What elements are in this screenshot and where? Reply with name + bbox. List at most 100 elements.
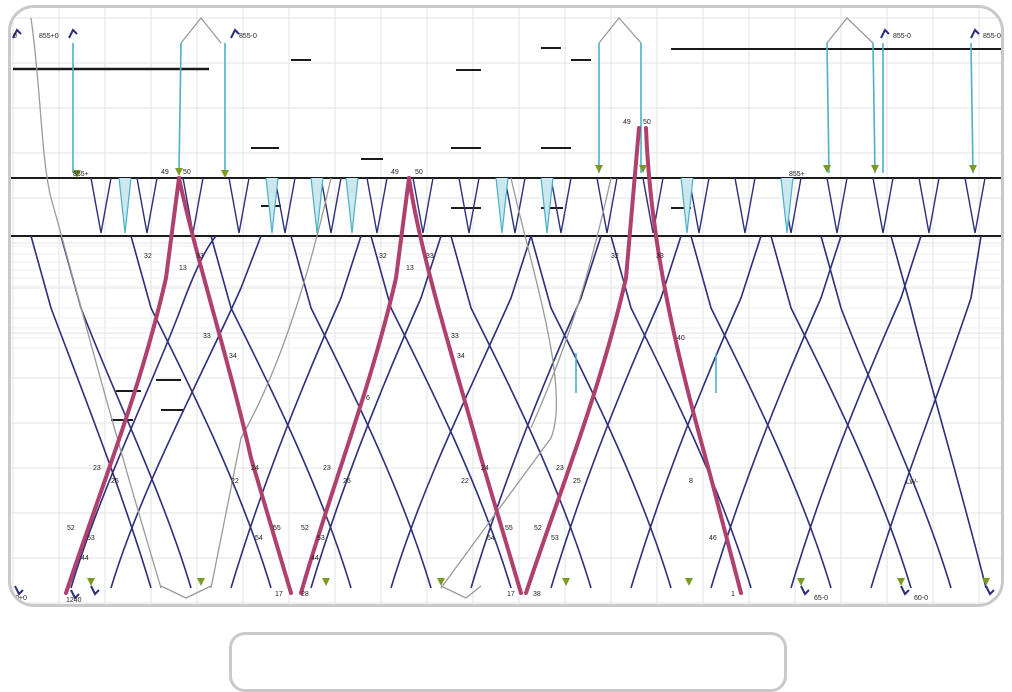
strand-cyan [826,42,830,174]
number-label: 34 [229,353,237,360]
bottom-label: 17 [275,591,283,598]
top-label: 855+0 [39,33,59,40]
bottom-label: 65-0 [814,595,828,602]
number-label: 33 [656,253,664,260]
bottom-hook [800,585,810,596]
green-marker [982,578,990,586]
strand-line [390,235,532,589]
strand-highlight [64,176,181,595]
strand-cyan-fill [780,177,794,234]
strand-line [310,235,442,589]
green-marker [797,578,805,586]
top-label: 0 [13,33,17,40]
bottom-panel[interactable] [229,632,787,692]
number-label: 855+ [73,171,89,178]
number-label: 32 [144,253,152,260]
bottom-hook [900,585,910,596]
strand-cyan-fill [680,177,694,234]
highlight-label: 49 [161,169,169,176]
number-label: 13 [179,265,187,272]
strand-cyan-fill [345,177,359,234]
strand-line [770,235,912,589]
strand-line [70,235,217,589]
strand-cyan-fill [540,177,554,234]
strand-v-segment [90,177,112,234]
diagram-frame: 0 855+0 855-0 855-0 855-0 0+0 1240 17 28 17 38 1 65-… [8,5,1004,607]
strand-gray [210,177,332,589]
number-label: 52 [534,525,542,532]
green-marker [871,165,879,173]
top-hook [230,28,240,39]
bottom-hook [985,585,995,596]
strand-v-segment [964,177,986,234]
strand-cyan [872,42,876,174]
number-label: 25 [573,478,581,485]
strand-highlight [644,126,743,595]
highlight-label: 50 [643,119,651,126]
number-label: 40 [677,335,685,342]
number-label: 33 [196,253,204,260]
green-marker [639,165,647,173]
floor-arc [440,585,482,599]
side-label: LW- [906,479,919,486]
strand-v-segment [274,177,296,234]
green-marker [595,165,603,173]
number-label: 855+ [789,171,805,178]
number-label: 32 [379,253,387,260]
strand-line [610,235,752,589]
number-label: 55 [273,525,281,532]
strand-gray [30,17,162,589]
green-marker [685,578,693,586]
roof-arc [826,17,874,44]
number-label: 53 [87,535,95,542]
strand-cyan-fill [495,177,509,234]
top-hook [970,28,980,39]
strand-v-segment [642,177,664,234]
strand-v-segment [366,177,388,234]
strand-gray [530,177,612,429]
highlight-label: 50 [415,169,423,176]
strand-line [710,235,842,589]
strand-line [210,235,352,589]
green-marker [322,578,330,586]
bottom-label: 38 [533,591,541,598]
number-label: 25 [111,478,119,485]
strand-v-segment [918,177,940,234]
green-marker [969,165,977,173]
bottom-label: 17 [507,591,515,598]
bottom-hook [90,585,100,596]
strand-line [790,235,922,589]
number-label: 6 [366,395,370,402]
green-marker [73,170,81,178]
floor-arc [160,585,212,599]
strand-cyan [178,42,182,174]
strand-highlight [177,176,293,595]
strand-line [130,235,272,589]
green-marker [175,168,183,176]
number-label: 23 [323,465,331,472]
strand-line [60,235,192,589]
top-hook [880,28,890,39]
number-label: 54 [255,535,263,542]
top-label: 855-0 [893,33,911,40]
number-label: 44 [311,555,319,562]
number-label: 34 [457,353,465,360]
number-label: 52 [67,525,75,532]
number-label: 32 [611,253,619,260]
number-label: 23 [93,465,101,472]
strand-line [890,235,987,589]
bottom-label: 28 [301,591,309,598]
strand-cyan-fill [310,177,324,234]
highlight-label: 49 [623,119,631,126]
strand-line [530,235,672,589]
strand-v-segment [320,177,342,234]
top-hook [12,28,22,39]
number-label: 24 [481,465,489,472]
highlight-label: 50 [183,169,191,176]
strand-line [630,235,762,589]
number-label: 52 [301,525,309,532]
number-label: 53 [317,535,325,542]
strand-v-segment [228,177,250,234]
top-label: 855-0 [239,33,257,40]
top-hook [68,28,78,39]
